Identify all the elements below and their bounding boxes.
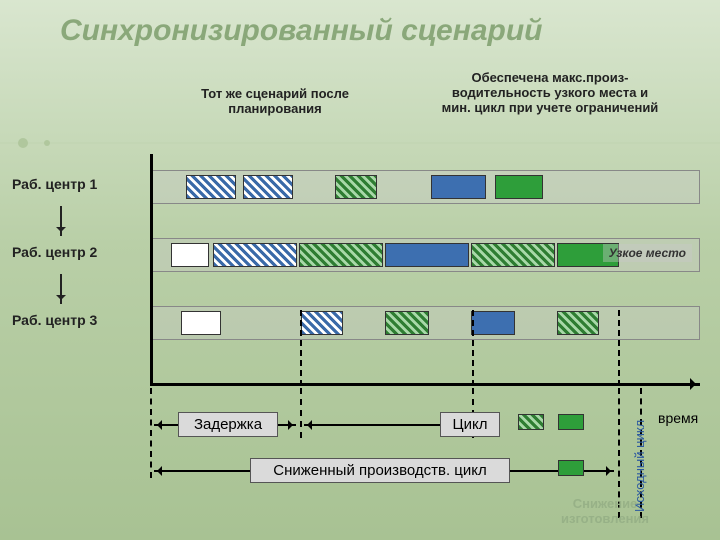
bar [557, 311, 599, 335]
subtitle-right: Обеспечена макс.произ-водительность узко… [440, 70, 660, 115]
row-label-2: Раб. центр 2 [12, 244, 142, 260]
vdash [300, 310, 302, 386]
bar [431, 175, 486, 199]
vdash-ext [150, 388, 152, 478]
bar [385, 243, 469, 267]
bottleneck-badge: Узкое место [603, 244, 692, 262]
gantt-chart: Раб. центр 1 Раб. центр 2 Узкое место Ра… [30, 160, 710, 390]
bar [243, 175, 293, 199]
row-label-3: Раб. центр 3 [12, 312, 142, 328]
reduced-label: Сниженный производств. цикл [250, 458, 510, 483]
vdash-ext [300, 388, 302, 438]
time-label: время [658, 410, 698, 426]
bar [385, 311, 429, 335]
decoration-line [0, 142, 720, 144]
bar [171, 243, 209, 267]
bar [301, 311, 343, 335]
flow-arrow-2 [60, 274, 62, 304]
y-axis [150, 154, 153, 386]
reduced-swatch [558, 460, 584, 476]
bar [335, 175, 377, 199]
cycle-swatch2 [558, 414, 584, 430]
vdash [618, 310, 620, 386]
bar [471, 311, 515, 335]
bar [186, 175, 236, 199]
legend-area: Задержка Цикл Сниженный производств. цик… [140, 400, 680, 530]
bar [299, 243, 383, 267]
cycle-swatch [518, 414, 544, 430]
vdash [472, 310, 474, 386]
bar [213, 243, 297, 267]
row-label-1: Раб. центр 1 [12, 176, 142, 192]
delay-label: Задержка [178, 412, 278, 437]
lane-1 [150, 170, 700, 204]
cycle-label: Цикл [440, 412, 500, 437]
ghost-text: Снижение изготовления [540, 496, 670, 526]
bar [495, 175, 543, 199]
flow-arrow-1 [60, 206, 62, 236]
page-title: Синхронизированный сценарий [60, 14, 700, 48]
bar [181, 311, 221, 335]
subtitle-left: Тот же сценарий после планирования [170, 86, 380, 116]
bar [471, 243, 555, 267]
